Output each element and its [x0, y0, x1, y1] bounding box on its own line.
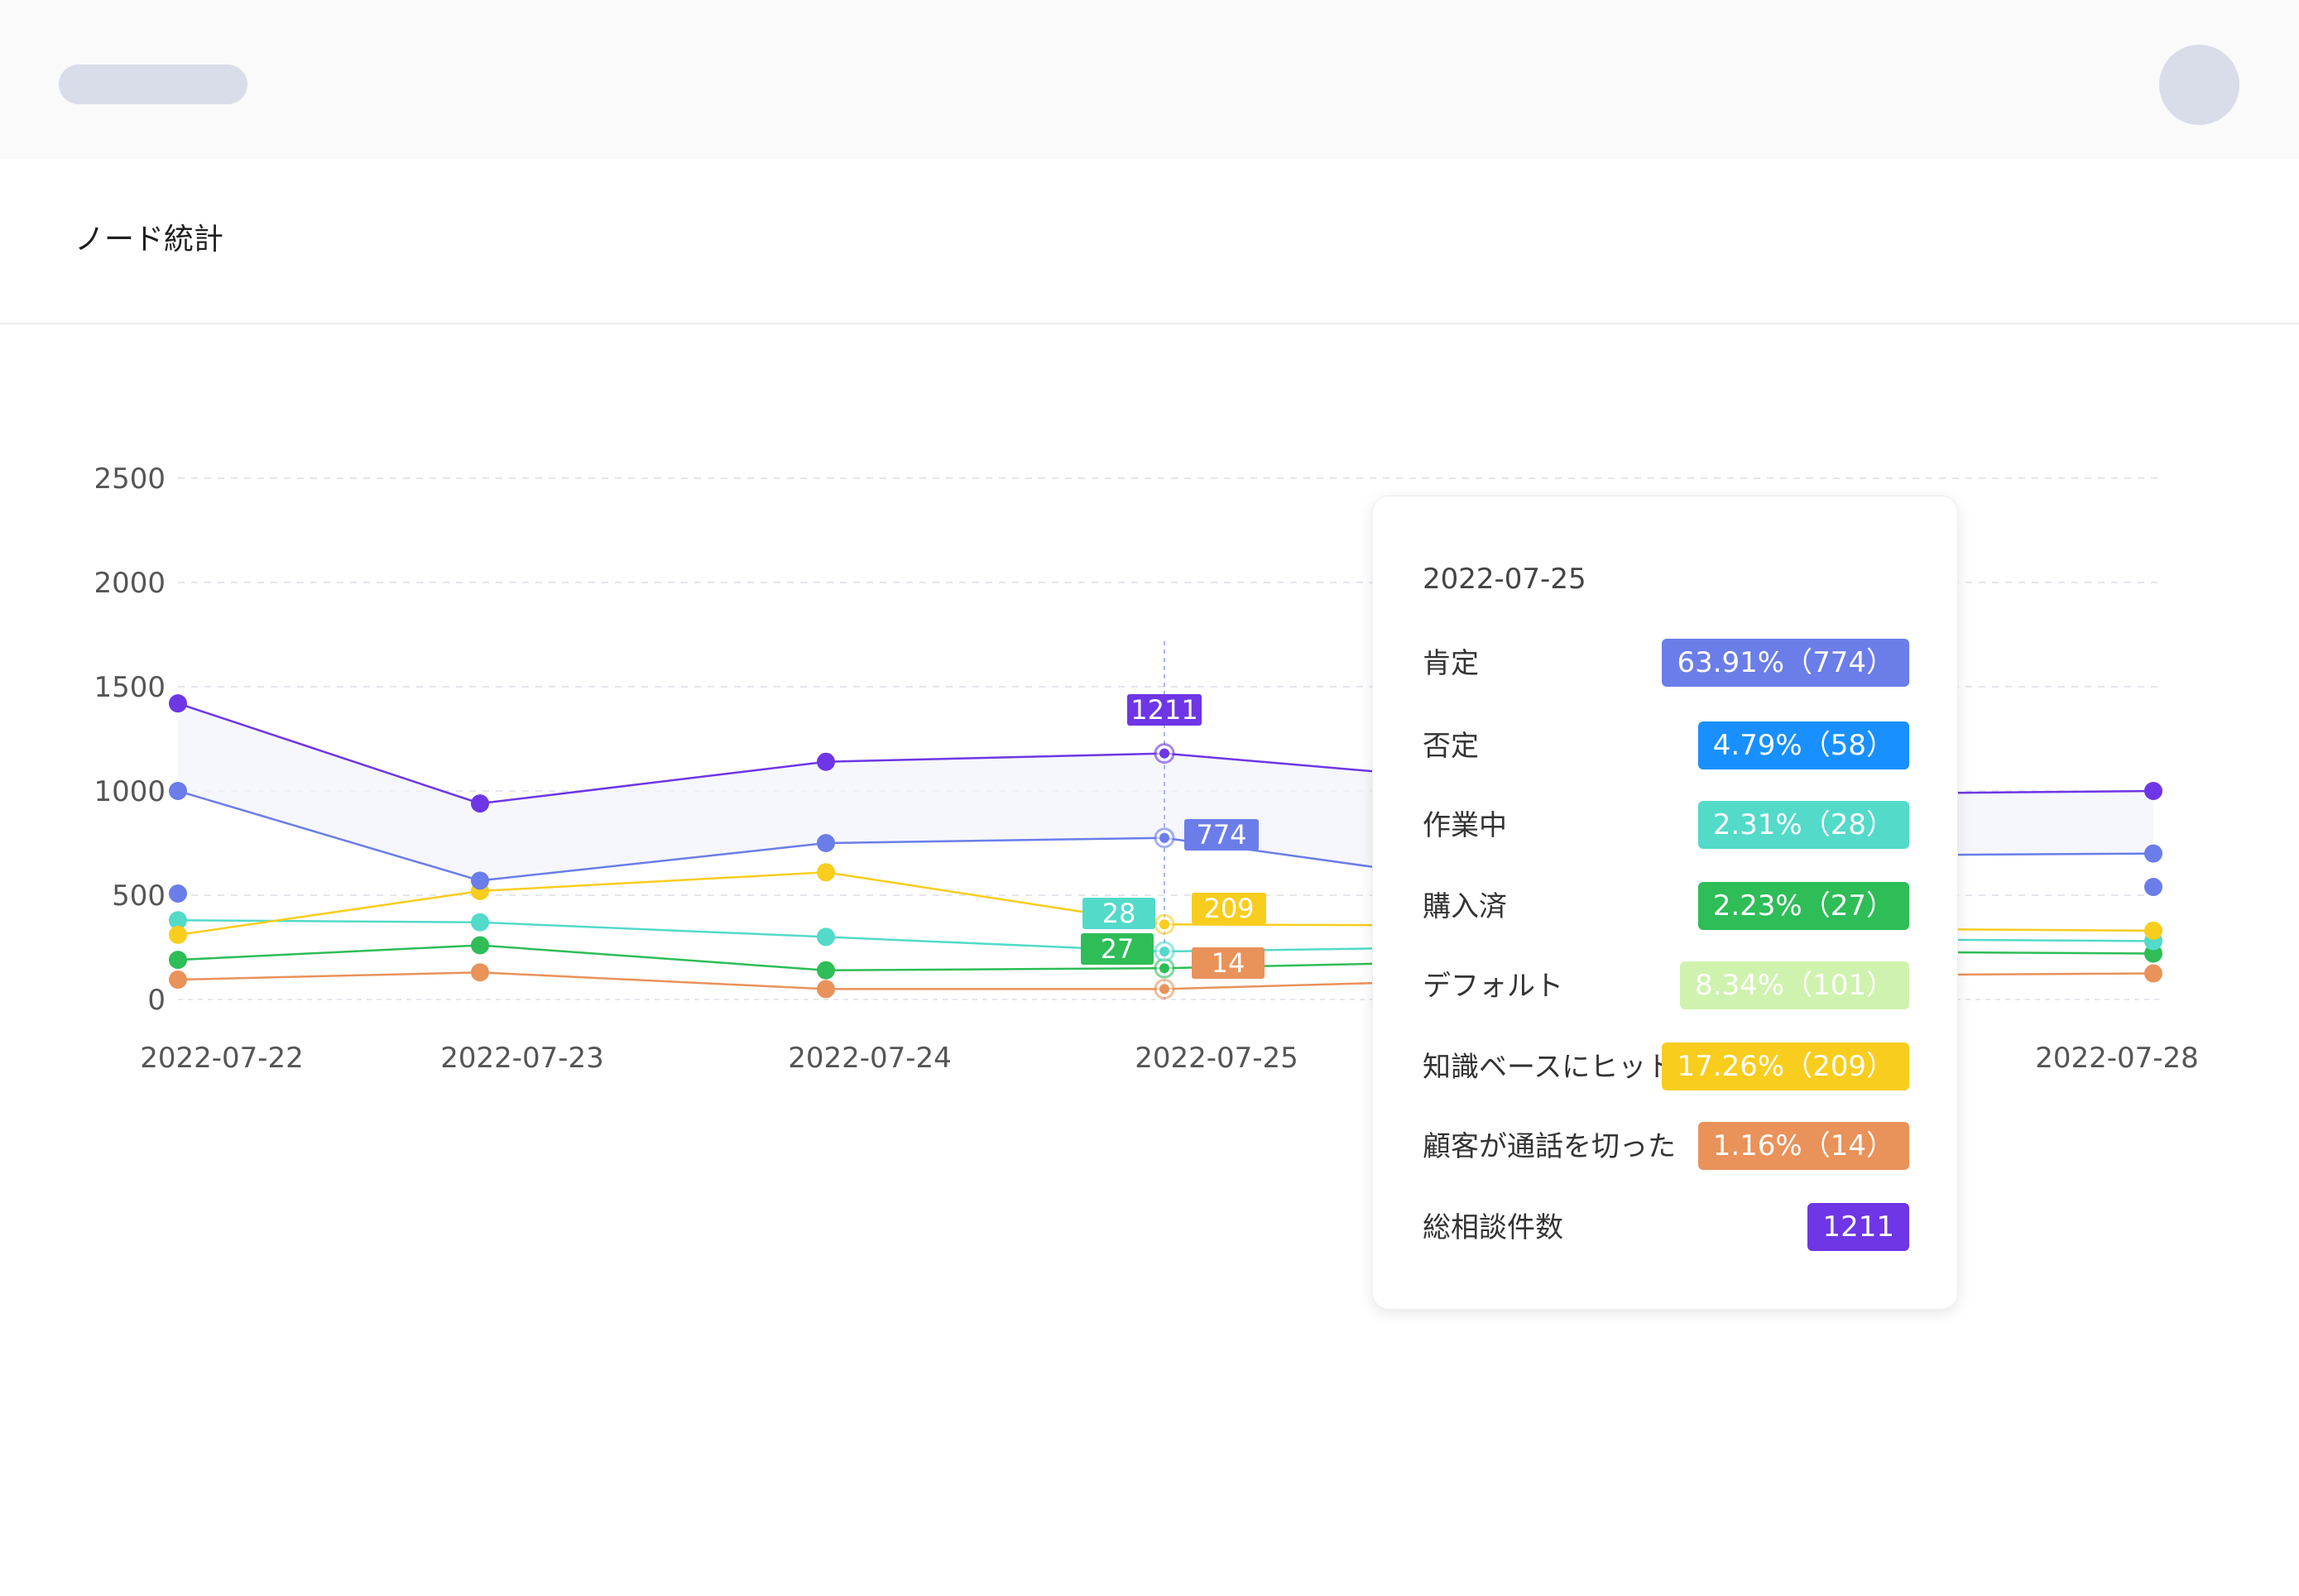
chart-tooltip: 2022-07-25 肯定 63.91%（774） 否定 4.79%（58） 作業中 2.…: [1372, 496, 1958, 1310]
page-title: ノード統計: [74, 223, 224, 256]
tooltip-series-name: 顧客が通話を切った: [1423, 1130, 1676, 1163]
tooltip-row: 作業中 2.31%（28）: [1423, 801, 1909, 851]
data-label: 1211: [1127, 694, 1202, 726]
tooltip-date: 2022-07-25: [1423, 563, 1586, 596]
logo-placeholder: [59, 65, 247, 104]
svg-text:1211: 1211: [1130, 694, 1197, 726]
tooltip-row: 肯定 63.91%（774）: [1423, 639, 1909, 688]
data-label: 27: [1081, 933, 1154, 965]
tooltip-value-badge: 2.23%（27）: [1697, 882, 1909, 930]
top-bar: [0, 0, 2299, 159]
svg-text:209: 209: [1203, 893, 1254, 924]
data-point[interactable]: [471, 871, 489, 890]
tooltip-value-badge: 4.79%（58）: [1697, 721, 1909, 769]
data-point[interactable]: [1159, 919, 1169, 930]
x-tick-label: 2022-07-24: [788, 1042, 952, 1075]
tooltip-series-name: 購入済: [1423, 890, 1507, 923]
x-tick-label: 2022-07-28: [2035, 1042, 2199, 1075]
data-point[interactable]: [169, 971, 187, 990]
svg-text:28: 28: [1102, 898, 1136, 929]
section-header: ノード統計: [0, 159, 2299, 324]
svg-text:774: 774: [1196, 819, 1246, 851]
data-label: 209: [1192, 893, 1266, 924]
tooltip-value-badge: 1.16%（14）: [1697, 1122, 1909, 1170]
y-tick-label: 2500: [94, 463, 166, 496]
x-tick-label: 2022-07-25: [1135, 1042, 1298, 1075]
data-point[interactable]: [471, 963, 489, 982]
y-tick-label: 1500: [94, 671, 166, 704]
tooltip-row: 購入済 2.23%（27）: [1423, 882, 1909, 932]
y-tick-label: 500: [112, 879, 166, 913]
data-point[interactable]: [2144, 844, 2162, 863]
data-point[interactable]: [817, 863, 835, 882]
y-tick-label: 1000: [94, 775, 166, 808]
data-point[interactable]: [817, 980, 835, 999]
data-point[interactable]: [817, 927, 835, 947]
data-label: 14: [1192, 947, 1265, 979]
x-tick-label: 2022-07-23: [440, 1042, 604, 1075]
tooltip-row: 総相談件数 1211: [1423, 1203, 1909, 1253]
data-label: 774: [1184, 819, 1259, 851]
data-point[interactable]: [2144, 964, 2162, 983]
data-point[interactable]: [1159, 748, 1169, 759]
data-point[interactable]: [817, 961, 835, 980]
data-point[interactable]: [1159, 947, 1169, 957]
tooltip-row: 否定 4.79%（58）: [1423, 721, 1909, 771]
data-point[interactable]: [1159, 832, 1169, 843]
tooltip-value-badge: 8.34%（101）: [1680, 961, 1909, 1009]
tooltip-series-name: デフォルト: [1423, 970, 1563, 1003]
data-point[interactable]: [2144, 878, 2162, 896]
tooltip-row: デフォルト 8.34%（101）: [1423, 961, 1909, 1011]
data-label: 28: [1082, 898, 1155, 929]
svg-text:27: 27: [1101, 933, 1135, 965]
avatar[interactable]: [2159, 45, 2239, 125]
data-point[interactable]: [169, 884, 187, 903]
data-point[interactable]: [169, 782, 187, 800]
tooltip-row: 顧客が通話を切った 1.16%（14）: [1423, 1122, 1909, 1172]
tooltip-value-badge: 2.31%（28）: [1697, 801, 1909, 849]
data-point[interactable]: [471, 794, 489, 813]
data-point[interactable]: [1159, 984, 1169, 995]
tooltip-row: 知識ベースにヒット 17.26%（209）: [1423, 1042, 1909, 1092]
data-point[interactable]: [817, 752, 835, 771]
data-point[interactable]: [2144, 921, 2162, 940]
tooltip-series-name: 否定: [1423, 730, 1479, 763]
tooltip-value-badge: 63.91%（774）: [1662, 639, 1909, 687]
data-point[interactable]: [2144, 944, 2162, 963]
svg-text:14: 14: [1212, 947, 1245, 979]
data-point[interactable]: [2144, 782, 2162, 800]
data-point[interactable]: [1159, 963, 1169, 974]
tooltip-series-name: 作業中: [1423, 809, 1507, 842]
data-point[interactable]: [817, 834, 835, 852]
y-tick-label: 0: [147, 984, 166, 1017]
data-point[interactable]: [169, 925, 187, 944]
data-point[interactable]: [169, 911, 187, 930]
data-point[interactable]: [471, 936, 489, 955]
data-point[interactable]: [169, 951, 187, 970]
x-tick-label: 2022-07-22: [140, 1042, 304, 1075]
y-tick-label: 2000: [94, 567, 166, 600]
tooltip-series-name: 知識ベースにヒット: [1423, 1051, 1675, 1084]
tooltip-series-name: 総相談件数: [1423, 1211, 1563, 1244]
tooltip-value-badge: 17.26%（209）: [1662, 1042, 1909, 1090]
tooltip-value-badge: 1211: [1807, 1203, 1909, 1251]
tooltip-series-name: 肯定: [1423, 647, 1479, 680]
data-point[interactable]: [169, 694, 187, 713]
data-point[interactable]: [471, 913, 489, 932]
